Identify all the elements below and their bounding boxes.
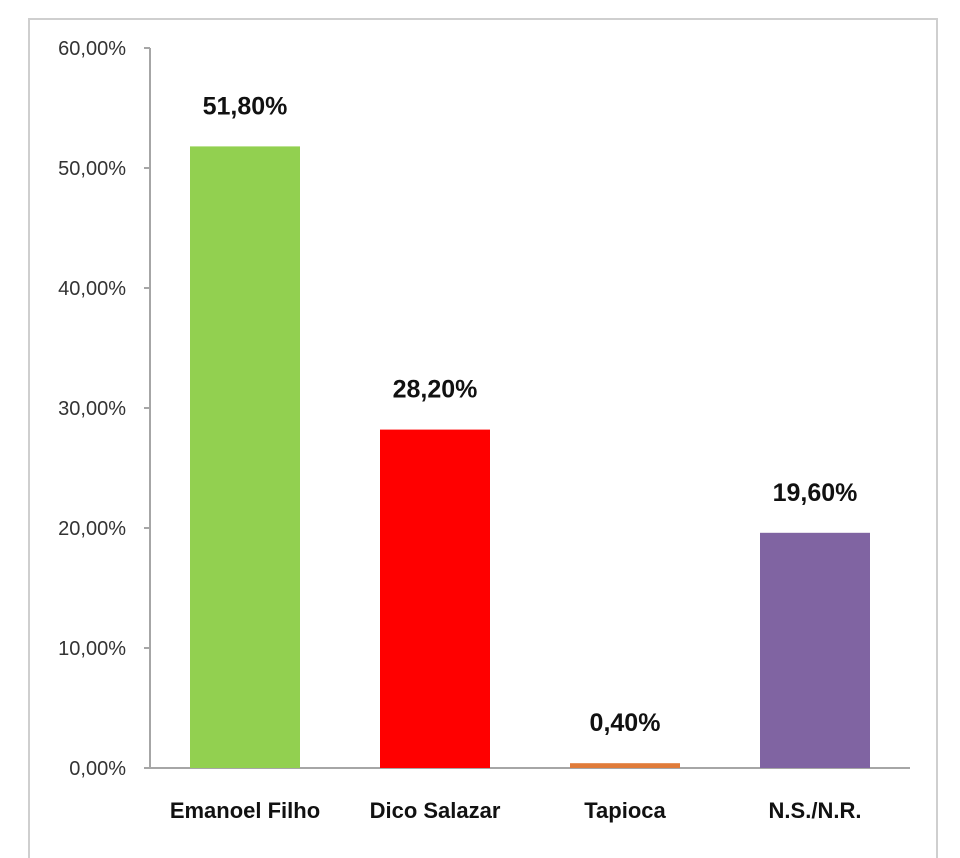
category-label: N.S./N.R. — [769, 798, 862, 823]
category-label: Emanoel Filho — [170, 798, 320, 823]
bar — [190, 146, 300, 768]
data-label: 0,40% — [590, 709, 661, 737]
y-tick-label: 30,00% — [58, 398, 126, 420]
y-tick-label: 0,00% — [69, 758, 126, 780]
y-tick-label: 60,00% — [58, 38, 126, 60]
y-tick-label: 10,00% — [58, 638, 126, 660]
data-label: 19,60% — [773, 479, 858, 507]
y-tick-label: 50,00% — [58, 158, 126, 180]
data-label: 28,20% — [393, 376, 478, 404]
bar — [570, 763, 680, 768]
data-label: 51,80% — [203, 92, 288, 120]
y-tick-label: 20,00% — [58, 518, 126, 540]
bar — [760, 532, 870, 768]
chart-frame — [28, 18, 938, 858]
bar — [380, 429, 490, 768]
category-label: Tapioca — [584, 798, 666, 823]
category-label: Dico Salazar — [370, 798, 501, 823]
y-tick-label: 40,00% — [58, 278, 126, 300]
bar-chart: 0,00% 10,00% 20,00% 30,00% 40,00% 50,00% 60,00… — [58, 38, 910, 823]
